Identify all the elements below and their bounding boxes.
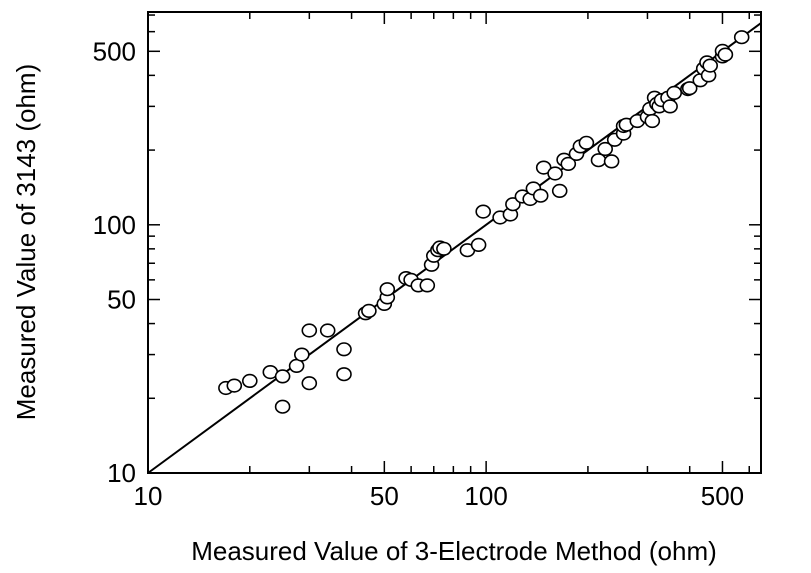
- data-point: [532, 188, 549, 203]
- axis-ticks-layer: [147, 12, 761, 474]
- y-tick-label: 50: [107, 285, 136, 315]
- data-point: [578, 135, 595, 150]
- data-point: [274, 399, 291, 414]
- data-point: [274, 369, 291, 384]
- data-point: [361, 303, 377, 319]
- data-point: [505, 197, 521, 212]
- tick-labels-layer: 10 50 100 500 10 50 100 500: [93, 36, 745, 511]
- data-point: [319, 323, 336, 338]
- data-point: [475, 204, 492, 219]
- data-point: [644, 113, 661, 129]
- data-point: [470, 237, 487, 252]
- data-point: [551, 183, 568, 198]
- data-point: [419, 278, 436, 293]
- data-point: [301, 376, 318, 391]
- data-point: [436, 241, 452, 256]
- x-axis-label: Measured Value of 3-Electrode Method (oh…: [191, 536, 717, 566]
- plot-frame: [147, 11, 762, 474]
- data-point: [662, 99, 678, 114]
- data-point: [666, 85, 683, 100]
- y-axis-label: Measured Value of 3143 (ohm): [11, 64, 41, 421]
- data-point: [717, 47, 734, 62]
- data-point: [603, 154, 620, 169]
- data-point: [301, 323, 318, 338]
- data-point: [293, 347, 310, 362]
- data-point: [535, 160, 552, 175]
- x-tick-label: 100: [464, 481, 507, 511]
- x-tick-label: 10: [134, 481, 163, 511]
- y-tick-label: 500: [93, 36, 136, 66]
- x-tick-label: 500: [701, 481, 744, 511]
- x-tick-label: 50: [370, 481, 399, 511]
- data-point: [733, 30, 750, 45]
- data-point: [242, 373, 258, 389]
- data-point: [681, 81, 698, 96]
- data-point: [560, 156, 577, 171]
- data-point: [336, 342, 352, 357]
- data-point: [379, 282, 396, 297]
- data-point: [597, 141, 614, 157]
- y-tick-label: 10: [107, 458, 136, 488]
- data-point: [702, 58, 719, 73]
- data-point: [336, 367, 352, 382]
- data-point: [226, 378, 243, 393]
- data-point: [547, 166, 563, 181]
- y-tick-label: 100: [93, 210, 136, 240]
- data-points-layer: [218, 30, 750, 414]
